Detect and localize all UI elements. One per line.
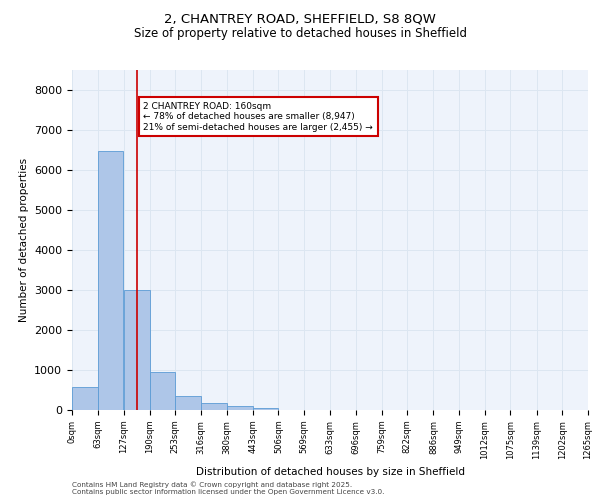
Text: 2 CHANTREY ROAD: 160sqm
← 78% of detached houses are smaller (8,947)
21% of semi: 2 CHANTREY ROAD: 160sqm ← 78% of detache… [143,102,373,132]
Bar [201,403,227,410]
Bar [98,151,124,410]
Bar [253,408,278,410]
X-axis label: Distribution of detached houses by size in Sheffield: Distribution of detached houses by size … [196,467,464,477]
Text: Size of property relative to detached houses in Sheffield: Size of property relative to detached ho… [133,28,467,40]
Text: Contains HM Land Registry data © Crown copyright and database right 2025.: Contains HM Land Registry data © Crown c… [72,481,352,488]
Text: Contains public sector information licensed under the Open Government Licence v3: Contains public sector information licen… [72,489,385,495]
Text: 2, CHANTREY ROAD, SHEFFIELD, S8 8QW: 2, CHANTREY ROAD, SHEFFIELD, S8 8QW [164,12,436,26]
Bar [72,387,98,410]
Bar [149,372,175,410]
Bar [124,290,149,410]
Bar [227,406,253,410]
Bar [175,396,201,410]
Y-axis label: Number of detached properties: Number of detached properties [19,158,29,322]
